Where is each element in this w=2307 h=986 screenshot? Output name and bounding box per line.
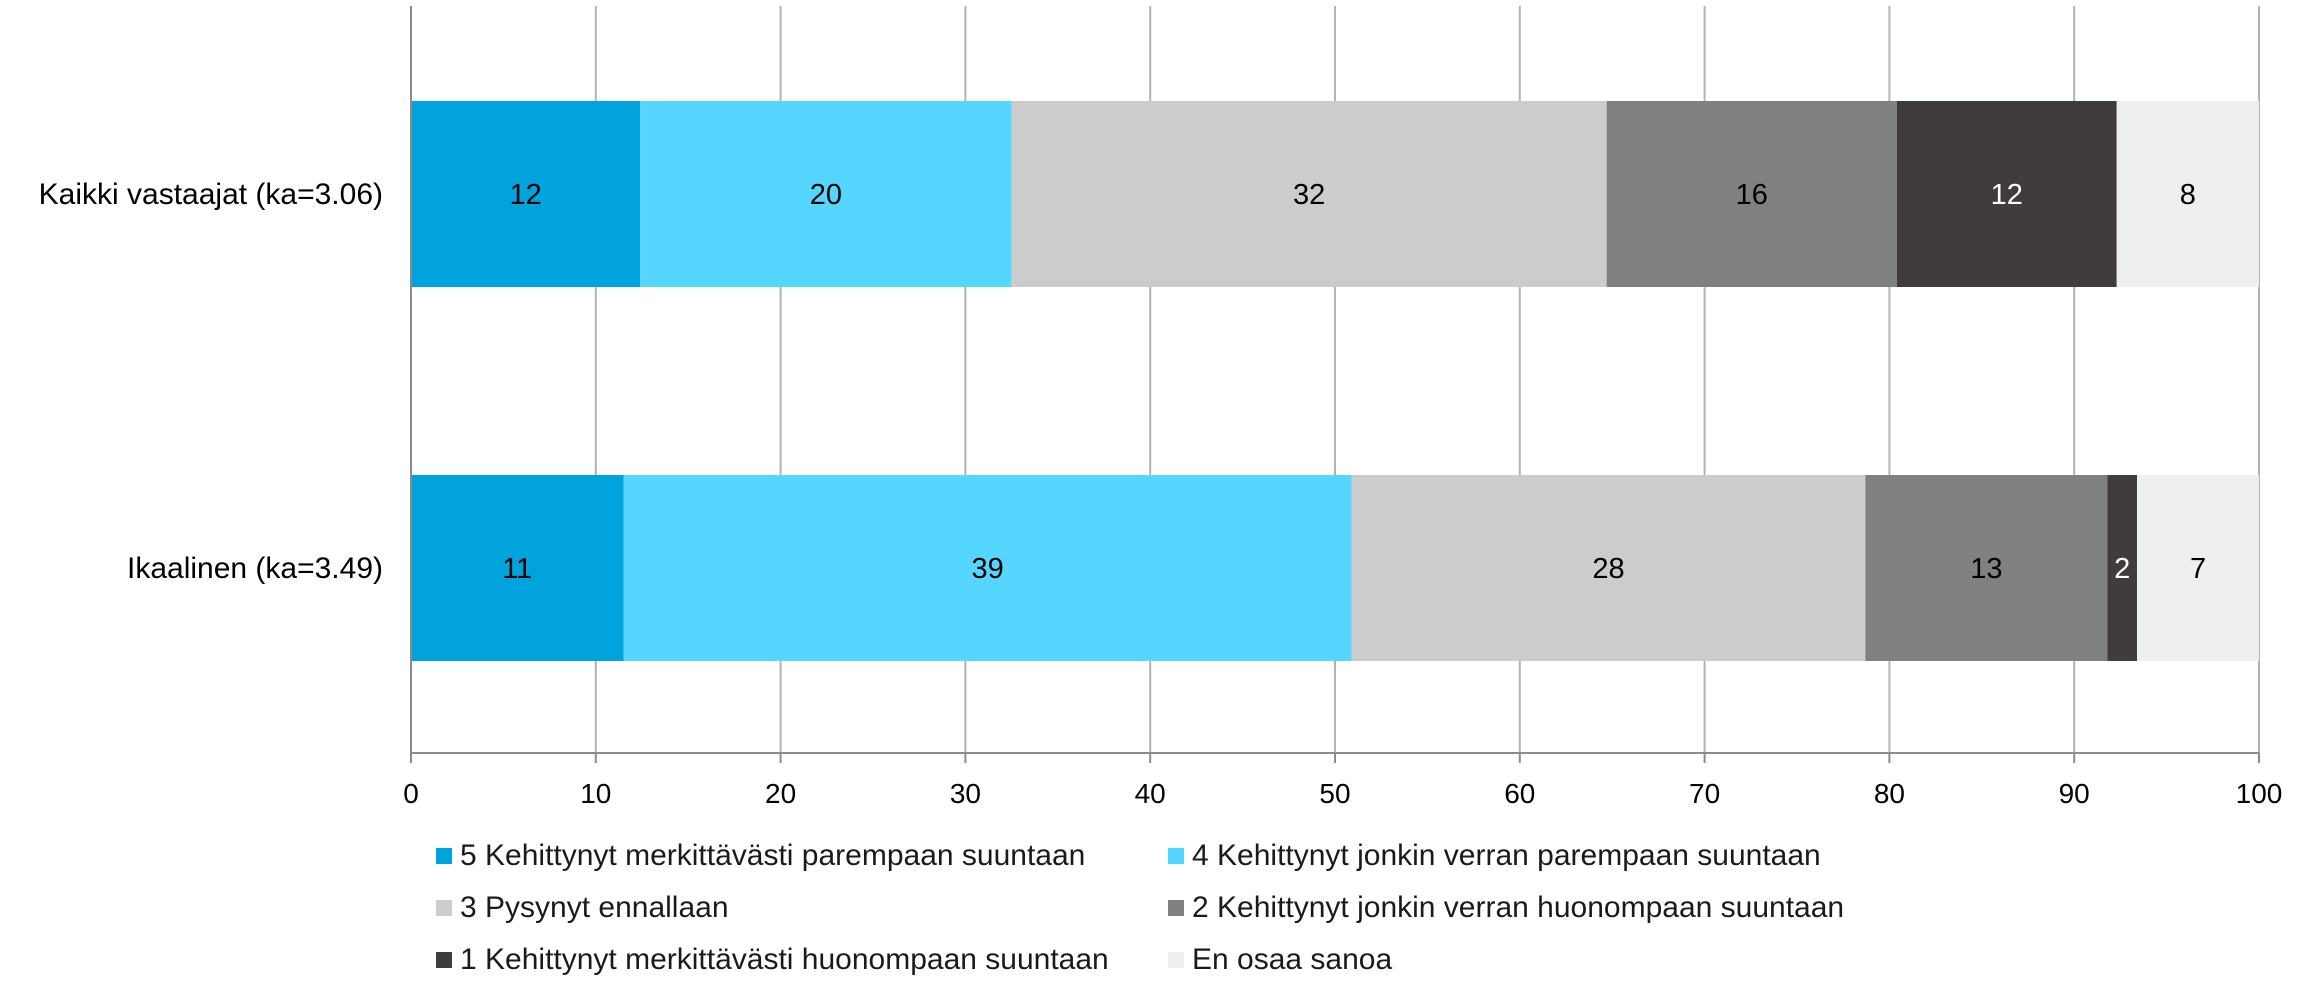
data-label: 12 (509, 179, 541, 211)
data-label: 28 (1592, 553, 1624, 585)
bar-segment (640, 101, 1012, 287)
x-tick-label: 20 (765, 778, 796, 809)
data-label: 7 (2190, 553, 2206, 585)
legend-label: 1 Kehittynyt merkittävästi huonompaan su… (460, 943, 1109, 976)
bar-segment (1011, 101, 1607, 287)
bar-segment (1351, 475, 1866, 661)
legend-item: 2 Kehittynyt jonkin verran huonompaan su… (1168, 891, 1900, 925)
legend-swatch (436, 900, 452, 916)
legend-item: En osaa sanoa (1168, 943, 1900, 977)
legend-item: 3 Pysynyt ennallaan (436, 891, 1168, 925)
data-label: 11 (502, 553, 532, 585)
legend-item: 5 Kehittynyt merkittävästi parempaan suu… (436, 839, 1168, 873)
data-labels: 12 20 32 16 12 8 11 39 28 13 2 7 (502, 179, 2206, 585)
legend-swatch (1168, 900, 1184, 916)
x-tick-label: 90 (2059, 778, 2090, 809)
x-tick-label: 10 (580, 778, 611, 809)
bar-segment (1865, 475, 2108, 661)
legend-label: 2 Kehittynyt jonkin verran huonompaan su… (1192, 891, 1845, 924)
legend-label: 3 Pysynyt ennallaan (460, 891, 729, 924)
category-label: Ikaalinen (ka=3.49) (127, 552, 383, 585)
x-tick-label: 40 (1135, 778, 1166, 809)
data-label: 13 (1970, 553, 2002, 585)
legend: 5 Kehittynyt merkittävästi parempaan suu… (436, 830, 2136, 986)
legend-row: 5 Kehittynyt merkittävästi parempaan suu… (436, 830, 2136, 882)
bar-segment (2116, 101, 2259, 287)
legend-item: 1 Kehittynyt merkittävästi huonompaan su… (436, 943, 1168, 977)
legend-label: En osaa sanoa (1192, 943, 1393, 976)
category-labels: Kaikki vastaajat (ka=3.06) Ikaalinen (ka=… (39, 178, 383, 585)
legend-label: 5 Kehittynyt merkittävästi parempaan suu… (460, 839, 1086, 872)
data-label: 32 (1293, 179, 1325, 211)
x-tick-label: 0 (403, 778, 419, 809)
data-label: 8 (2180, 179, 2196, 211)
axes (410, 6, 2260, 763)
legend-row: 3 Pysynyt ennallaan 2 Kehittynyt jonkin … (436, 882, 2136, 934)
data-label: 39 (971, 553, 1003, 585)
legend-row: 1 Kehittynyt merkittävästi huonompaan su… (436, 934, 2136, 986)
category-label: Kaikki vastaajat (ka=3.06) (39, 178, 383, 211)
data-label: 2 (2114, 553, 2130, 585)
x-tick-label: 50 (1319, 778, 1350, 809)
bar-segment (1896, 101, 2117, 287)
x-tick-label: 70 (1689, 778, 1720, 809)
bar-segment (623, 475, 1352, 661)
legend-swatch (1168, 952, 1184, 968)
bar-segment (2137, 475, 2259, 661)
bar-segment (411, 101, 641, 287)
bar-segment (2107, 475, 2138, 661)
data-label: 20 (810, 179, 842, 211)
x-tick-label: 60 (1504, 778, 1535, 809)
legend-item: 4 Kehittynyt jonkin verran parempaan suu… (1168, 839, 1900, 873)
data-label: 16 (1736, 179, 1768, 211)
bar-segment (1606, 101, 1897, 287)
x-tick-label: 30 (950, 778, 981, 809)
legend-label: 4 Kehittynyt jonkin verran parempaan suu… (1192, 839, 1821, 872)
x-tick-labels: 0 10 20 30 40 50 60 70 80 90 100 (403, 778, 2282, 809)
x-tick-label: 100 (2236, 778, 2283, 809)
legend-swatch (436, 848, 452, 864)
data-label: 12 (1991, 179, 2023, 211)
x-tick-label: 80 (1874, 778, 1905, 809)
bars (411, 101, 2259, 661)
bar-segment (411, 475, 624, 661)
legend-swatch (1168, 848, 1184, 864)
legend-swatch (436, 952, 452, 968)
